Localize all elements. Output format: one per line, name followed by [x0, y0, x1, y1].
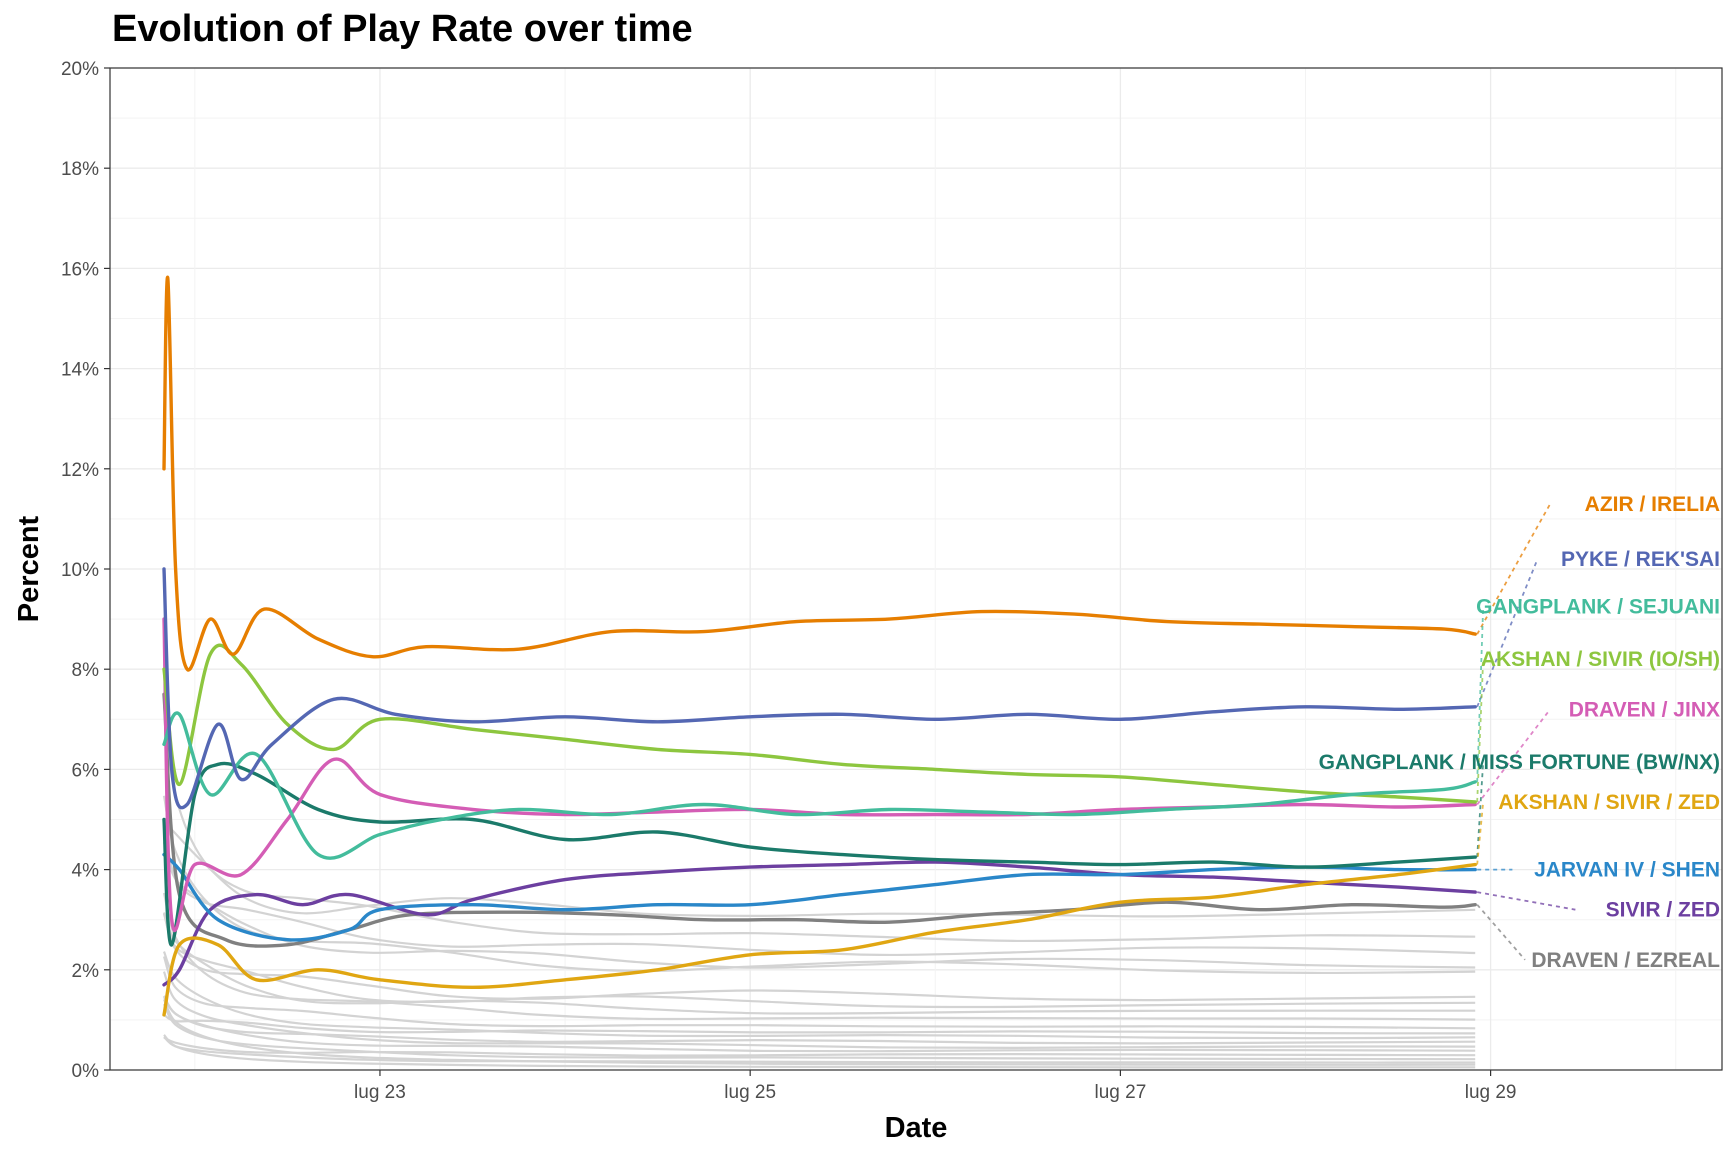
y-tick-label: 12% [61, 460, 99, 481]
background-series-line [163, 996, 1476, 1045]
y-tick-label: 18% [61, 159, 99, 180]
label-leader-line [1476, 708, 1551, 806]
series-label: JARVAN IV / SHEN [1534, 859, 1720, 882]
series-label: DRAVEN / EZREAL [1531, 949, 1720, 972]
label-leader-line [1476, 558, 1539, 708]
series-labels: AZIR / IRELIA PYKE / REK'SAI GANGPLANK / S… [1319, 493, 1720, 972]
background-series-line [163, 1003, 1476, 1061]
y-tick-label: 0% [72, 1061, 100, 1082]
background-series-line [162, 971, 1476, 1050]
series-line [162, 860, 1477, 987]
series-line [162, 711, 1477, 860]
background-series-line [163, 1036, 1476, 1064]
background-series-line [162, 892, 1476, 1021]
background-series-line [163, 1036, 1476, 1057]
series-line [162, 761, 1477, 947]
label-leader-line [1476, 801, 1485, 865]
series-line [162, 643, 1477, 804]
y-tick-label: 6% [72, 760, 100, 781]
label-leader-lines [1476, 503, 1576, 961]
chart-title: Evolution of Play Rate over time [112, 8, 693, 50]
series-line [162, 692, 1477, 948]
background-series-line [163, 995, 1476, 1053]
x-axis-title: Date [885, 1112, 948, 1144]
y-tick-label: 4% [72, 861, 100, 882]
y-axis-ticks: 0% 2% 4% 6% 8% 10% 12% 14% 16% 18% 20% [61, 59, 110, 1082]
series-label: PYKE / REK'SAI [1561, 548, 1720, 571]
background-series-line [162, 913, 1476, 1015]
background-series-line [163, 1013, 1476, 1035]
y-tick-label: 2% [72, 961, 100, 982]
y-tick-label: 8% [72, 660, 100, 681]
y-axis-title: Percent [13, 515, 45, 622]
x-tick-label: lug 29 [1465, 1082, 1517, 1103]
x-tick-label: lug 23 [354, 1082, 406, 1103]
label-leader-line [1476, 606, 1485, 782]
background-series-line [162, 841, 1476, 969]
background-series-line [162, 819, 1476, 957]
series-label: GANGPLANK / MISS FORTUNE (BW/NX) [1319, 751, 1720, 774]
label-leader-line [1476, 503, 1551, 635]
series-line [162, 852, 1477, 942]
background-series-line [163, 1034, 1476, 1069]
series-line [162, 275, 1477, 672]
highlighted-lines [162, 275, 1477, 1017]
x-tick-label: lug 27 [1095, 1082, 1147, 1103]
series-label: AKSHAN / SIVIR (IO/SH) [1481, 648, 1720, 671]
background-series-line [163, 820, 1476, 918]
series-line [162, 862, 1477, 1017]
background-series-line [162, 951, 1476, 1040]
x-tick-label: lug 25 [724, 1082, 776, 1103]
y-tick-label: 10% [61, 560, 99, 581]
x-axis-ticks: lug 23 lug 25 lug 27 lug 29 [354, 1070, 1517, 1103]
series-label: AZIR / IRELIA [1585, 493, 1720, 516]
series-label: GANGPLANK / SEJUANI [1476, 596, 1720, 619]
series-label: SIVIR / ZED [1606, 899, 1720, 922]
series-label: DRAVEN / JINX [1569, 698, 1720, 721]
y-tick-label: 14% [61, 360, 99, 381]
series-line [162, 567, 1477, 810]
label-leader-line [1477, 891, 1576, 911]
y-tick-label: 16% [61, 259, 99, 280]
series-label: AKSHAN / SIVIR / ZED [1498, 791, 1720, 814]
background-series-line [162, 998, 1476, 1066]
y-tick-label: 20% [61, 59, 99, 80]
background-series-line [162, 956, 1476, 1030]
background-series-line [162, 706, 1476, 943]
